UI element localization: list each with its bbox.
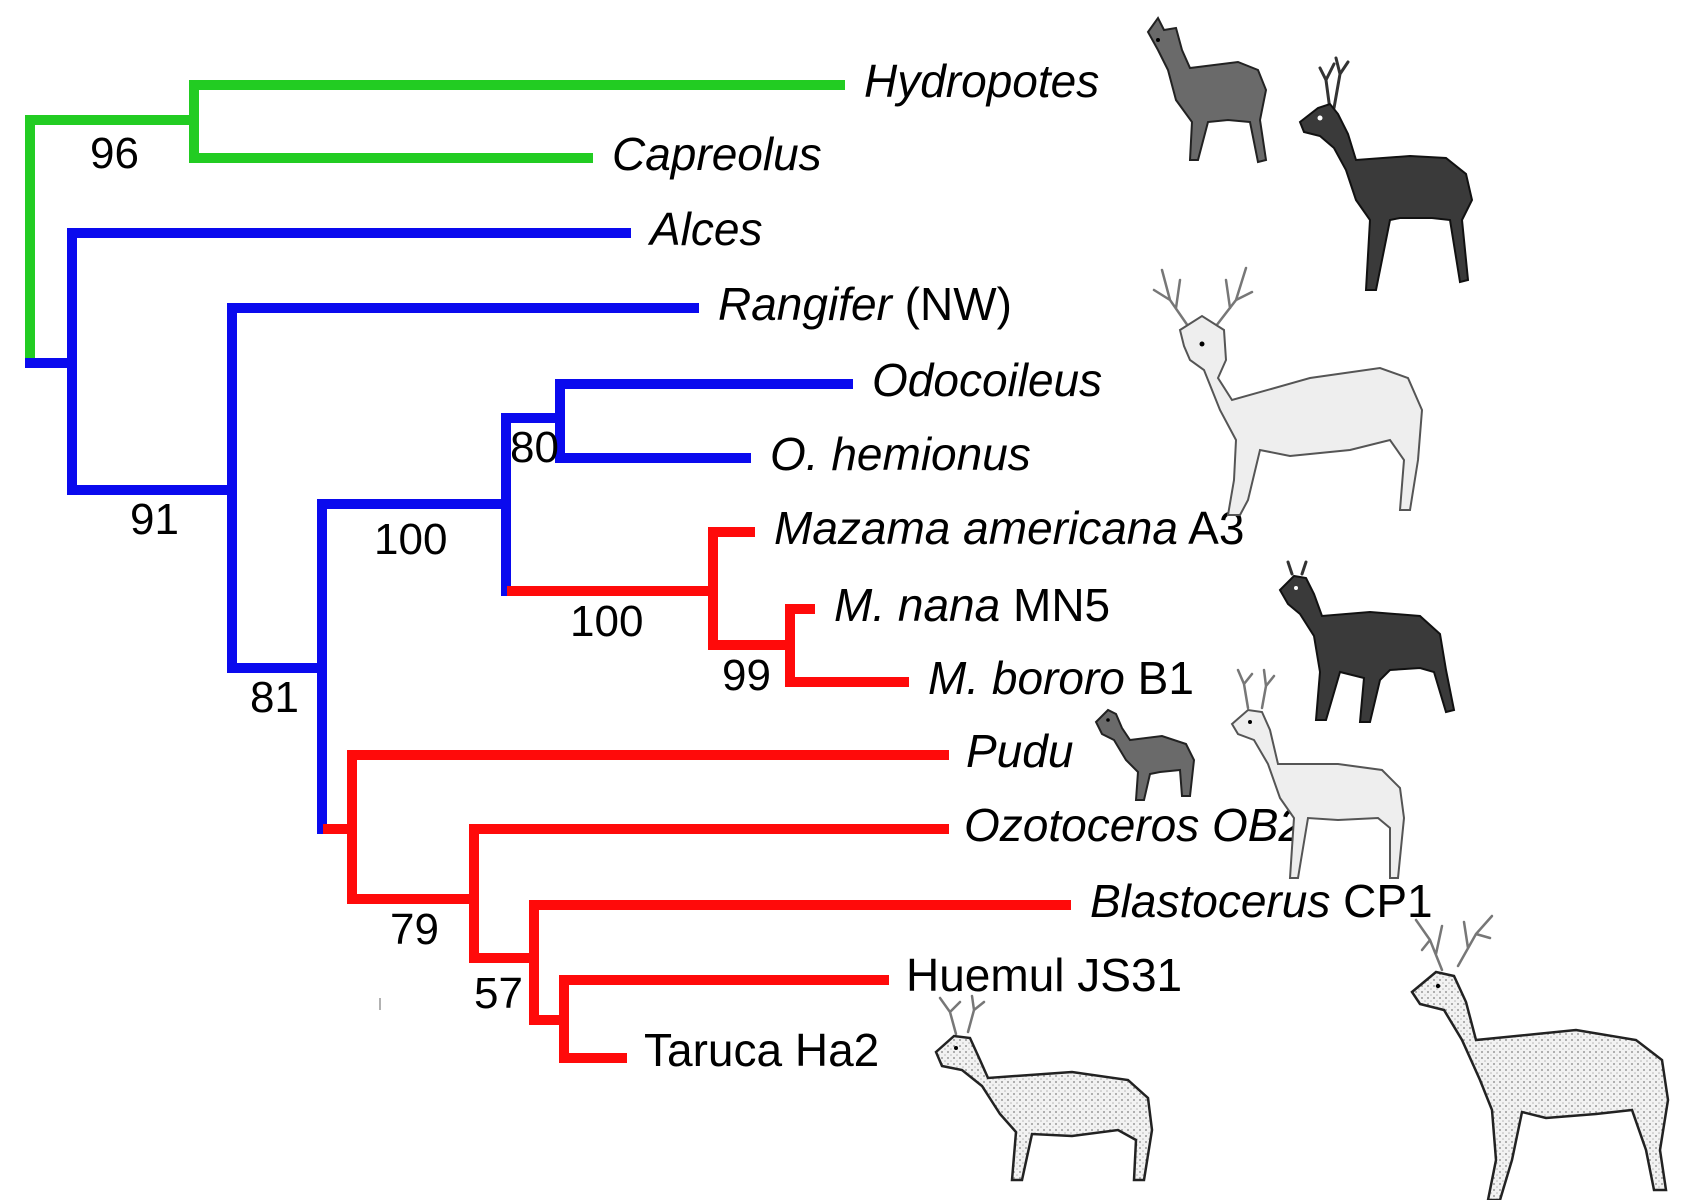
support-value-57: 57 bbox=[474, 969, 523, 1018]
branch-pudu bbox=[347, 750, 949, 834]
branch-mazama-americana bbox=[708, 527, 755, 596]
branch-o-hemionus bbox=[555, 413, 751, 463]
taxon-label-m-bororo: M. bororo B1 bbox=[928, 652, 1194, 704]
branch-taruca bbox=[559, 1015, 627, 1063]
taxon-label-ozotoceros: Ozotoceros OB2 bbox=[964, 799, 1304, 851]
taxon-label-huemul: Huemul JS31 bbox=[906, 949, 1182, 1001]
marsh-deer-illustration bbox=[1410, 914, 1670, 1200]
branch-alces bbox=[67, 228, 631, 368]
support-value-79: 79 bbox=[390, 905, 439, 954]
taxon-label-o-hemionus: O. hemionus bbox=[770, 428, 1031, 480]
taxon-label-pudu: Pudu bbox=[966, 725, 1073, 777]
support-value-99: 99 bbox=[722, 651, 771, 700]
water-deer-illustration bbox=[1146, 16, 1268, 164]
taxon-label-odocoileus: Odocoileus bbox=[872, 354, 1102, 406]
branch-root-green bbox=[25, 115, 199, 368]
support-value-81: 81 bbox=[250, 673, 299, 722]
taruca-deer-illustration bbox=[934, 994, 1154, 1182]
support-value-100-mazama: 100 bbox=[570, 597, 643, 646]
taxon-label-rangifer: Rangifer (NW) bbox=[718, 278, 1012, 330]
white-tailed-deer-illustration bbox=[1152, 266, 1424, 516]
branch-odocoileus bbox=[555, 379, 853, 423]
branch-node-57 bbox=[469, 894, 539, 963]
branch-node-81 bbox=[227, 485, 327, 673]
branch-capreolus bbox=[189, 115, 593, 163]
branch-node-79 bbox=[347, 824, 479, 904]
branch-node-80 bbox=[501, 413, 565, 509]
branch-node-99 bbox=[708, 586, 795, 650]
taxon-label-alces: Alces bbox=[647, 203, 762, 255]
taxon-label-hydropotes: Hydropotes bbox=[864, 55, 1099, 107]
roe-deer-illustration bbox=[1298, 56, 1474, 291]
support-value-80: 80 bbox=[510, 423, 559, 472]
taxon-labels: Hydropotes Capreolus Alces Rangifer (NW)… bbox=[612, 55, 1433, 1076]
taxon-label-blastocerus: Blastocerus CP1 bbox=[1090, 875, 1433, 927]
branch-huemul bbox=[559, 975, 889, 1025]
branch-node-91 bbox=[67, 358, 237, 495]
support-value-96: 96 bbox=[90, 129, 139, 178]
taxon-label-taruca: Taruca Ha2 bbox=[644, 1024, 879, 1076]
pudu-deer-illustration bbox=[1094, 708, 1196, 801]
branch-blastocerus bbox=[529, 900, 1071, 963]
support-values: 96 91 80 100 100 99 81 79 57 bbox=[90, 129, 771, 1018]
brocket-deer-illustration bbox=[1278, 560, 1456, 723]
branch-ozotoceros bbox=[469, 824, 949, 904]
support-value-91: 91 bbox=[130, 495, 179, 544]
branch-node-huemul-taruca bbox=[529, 953, 569, 1025]
taxon-label-m-nana: M. nana MN5 bbox=[834, 579, 1110, 631]
branch-hydropotes bbox=[189, 80, 845, 125]
taxon-label-mazama-americana: Mazama americana A3 bbox=[774, 502, 1244, 554]
taxon-label-capreolus: Capreolus bbox=[612, 128, 822, 180]
tree-branches bbox=[25, 80, 1071, 1063]
support-value-100-blue: 100 bbox=[374, 515, 447, 564]
branch-m-bororo bbox=[785, 640, 909, 687]
branch-rangifer bbox=[227, 303, 699, 495]
branch-node-100a bbox=[317, 499, 511, 673]
branch-m-nana bbox=[785, 604, 815, 650]
pampas-deer-illustration bbox=[1230, 668, 1406, 879]
